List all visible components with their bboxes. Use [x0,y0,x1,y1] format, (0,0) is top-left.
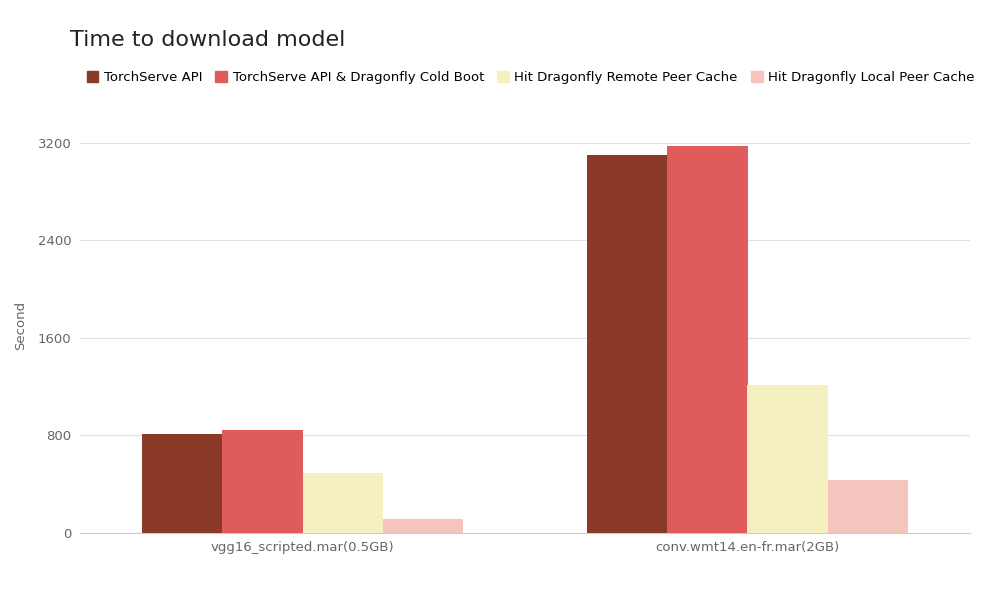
Legend: TorchServe API, TorchServe API & Dragonfly Cold Boot, Hit Dragonfly Remote Peer : TorchServe API, TorchServe API & Dragonf… [87,71,975,84]
Bar [383,519,463,533]
Bar [302,473,383,533]
Bar [828,480,908,533]
Bar [222,430,302,533]
Text: Time to download model: Time to download model [70,30,345,50]
Bar [587,155,667,533]
Bar [142,434,222,533]
Y-axis label: Second: Second [14,301,27,350]
Bar [747,385,828,533]
Bar [667,146,748,533]
